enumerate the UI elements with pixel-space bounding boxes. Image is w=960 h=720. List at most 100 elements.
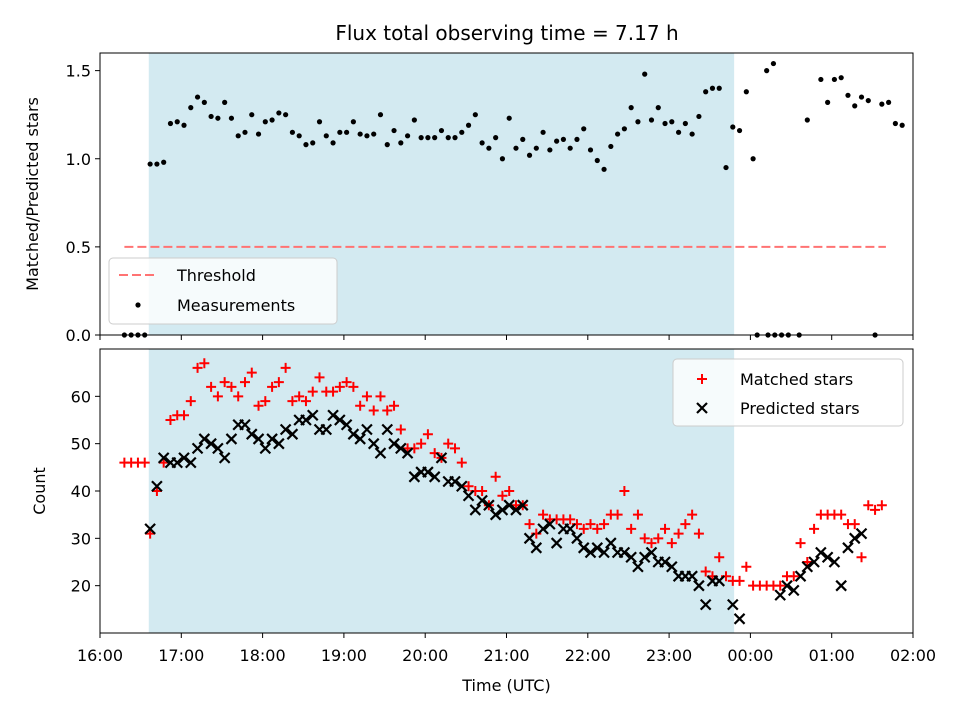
predicted-star-point bbox=[516, 499, 529, 511]
measurement-point bbox=[750, 156, 756, 162]
predicted-star-point bbox=[171, 456, 184, 469]
measurement-point bbox=[594, 157, 600, 164]
measurement-point bbox=[513, 145, 519, 151]
measurement-point bbox=[330, 140, 336, 146]
matched-star-point bbox=[646, 538, 657, 549]
figure-title: Flux total observing time = 7.17 h bbox=[335, 21, 678, 45]
measurement-point bbox=[188, 105, 194, 111]
matched-star-point bbox=[192, 362, 203, 373]
measurement-point bbox=[296, 133, 302, 139]
measurement-point bbox=[303, 142, 309, 148]
measurement-point bbox=[452, 135, 458, 141]
predicted-star-point bbox=[144, 523, 156, 535]
predicted-star-point bbox=[300, 414, 312, 426]
matched-star-point bbox=[239, 377, 250, 388]
predicted-star-point bbox=[266, 433, 278, 445]
measurement-point bbox=[615, 131, 621, 137]
measurement-point bbox=[262, 119, 268, 125]
measurement-point bbox=[235, 133, 241, 139]
matched-star-point bbox=[212, 391, 223, 402]
predicted-star-point bbox=[320, 423, 333, 436]
matched-star-point bbox=[416, 438, 427, 449]
matched-star-point bbox=[809, 523, 820, 534]
measurement-point bbox=[831, 76, 838, 83]
legend-matched-label: Matched stars bbox=[740, 370, 853, 389]
predicted-star-point bbox=[185, 456, 197, 469]
measurement-point bbox=[703, 89, 709, 95]
measurement-point bbox=[377, 112, 384, 118]
measurement-point bbox=[432, 135, 438, 141]
y-tick-label: 20 bbox=[71, 577, 91, 596]
predicted-star-point bbox=[395, 442, 407, 455]
measurement-point bbox=[533, 145, 539, 151]
measurement-point bbox=[398, 140, 404, 146]
matched-star-point bbox=[273, 377, 284, 388]
measurement-point bbox=[540, 129, 546, 135]
measurement-point bbox=[554, 138, 560, 144]
predicted-star-point bbox=[198, 433, 211, 445]
matched-star-point bbox=[395, 424, 406, 435]
bottom-legend: Matched stars Predicted stars bbox=[672, 358, 904, 427]
measurement-point bbox=[838, 75, 844, 81]
matched-star-point bbox=[504, 486, 515, 496]
measurement-point bbox=[147, 161, 153, 167]
legend-matched-swatch bbox=[697, 374, 707, 384]
predicted-star-point bbox=[306, 409, 319, 422]
matched-star-point bbox=[456, 457, 467, 468]
matched-star-point bbox=[714, 552, 725, 563]
measurement-point bbox=[682, 120, 688, 127]
matched-star-point bbox=[626, 523, 637, 534]
predicted-stars-points bbox=[144, 409, 868, 625]
matched-star-point bbox=[389, 400, 400, 411]
measurement-point bbox=[621, 126, 627, 132]
legend-predicted-swatch bbox=[696, 402, 708, 414]
matched-star-point bbox=[836, 509, 847, 520]
measurement-point bbox=[357, 131, 363, 137]
measurement-point bbox=[371, 131, 377, 137]
measurement-point bbox=[587, 147, 594, 153]
matched-star-point bbox=[524, 519, 535, 530]
measurement-point bbox=[276, 110, 282, 116]
predicted-star-point bbox=[584, 546, 597, 559]
predicted-star-point bbox=[225, 433, 238, 445]
predicted-star-point bbox=[259, 442, 272, 455]
matched-star-point bbox=[443, 438, 454, 449]
matched-star-point bbox=[578, 523, 589, 534]
predicted-star-point bbox=[645, 546, 658, 559]
predicted-star-point bbox=[774, 589, 786, 601]
measurement-point bbox=[350, 119, 356, 125]
measurement-point bbox=[154, 161, 160, 167]
measurement-point bbox=[310, 140, 316, 146]
top-y-axis: 0.0 0.5 1.0 1.5 bbox=[66, 62, 100, 345]
measurement-point bbox=[723, 164, 729, 171]
matched-star-point bbox=[612, 509, 623, 520]
predicted-star-point bbox=[781, 579, 793, 592]
matched-star-point bbox=[233, 391, 244, 402]
predicted-star-point bbox=[245, 428, 258, 440]
predicted-star-point bbox=[625, 551, 637, 564]
matched-star-point bbox=[253, 400, 264, 411]
predicted-star-point bbox=[252, 433, 265, 445]
predicted-star-point bbox=[571, 532, 583, 545]
predicted-star-point bbox=[361, 423, 373, 436]
measurement-point bbox=[201, 99, 207, 105]
matched-star-point bbox=[876, 500, 887, 511]
measurement-point bbox=[648, 117, 655, 123]
matched-star-point bbox=[585, 519, 596, 530]
measurement-point bbox=[215, 115, 221, 121]
matched-star-point bbox=[328, 386, 339, 397]
predicted-star-point bbox=[815, 546, 827, 559]
matched-star-point bbox=[300, 396, 311, 407]
measurement-point bbox=[344, 129, 350, 135]
measurement-point bbox=[689, 131, 695, 137]
predicted-star-point bbox=[787, 584, 800, 597]
matched-star-point bbox=[849, 519, 860, 530]
bottom-y-axis: 20 30 40 50 60 bbox=[71, 387, 100, 596]
predicted-star-point bbox=[835, 579, 847, 592]
predicted-star-point bbox=[178, 452, 190, 464]
measurement-point bbox=[770, 60, 777, 67]
matched-star-point bbox=[592, 523, 603, 534]
predicted-star-point bbox=[401, 447, 414, 459]
predicted-star-point bbox=[435, 452, 448, 464]
measurement-point bbox=[316, 119, 323, 125]
